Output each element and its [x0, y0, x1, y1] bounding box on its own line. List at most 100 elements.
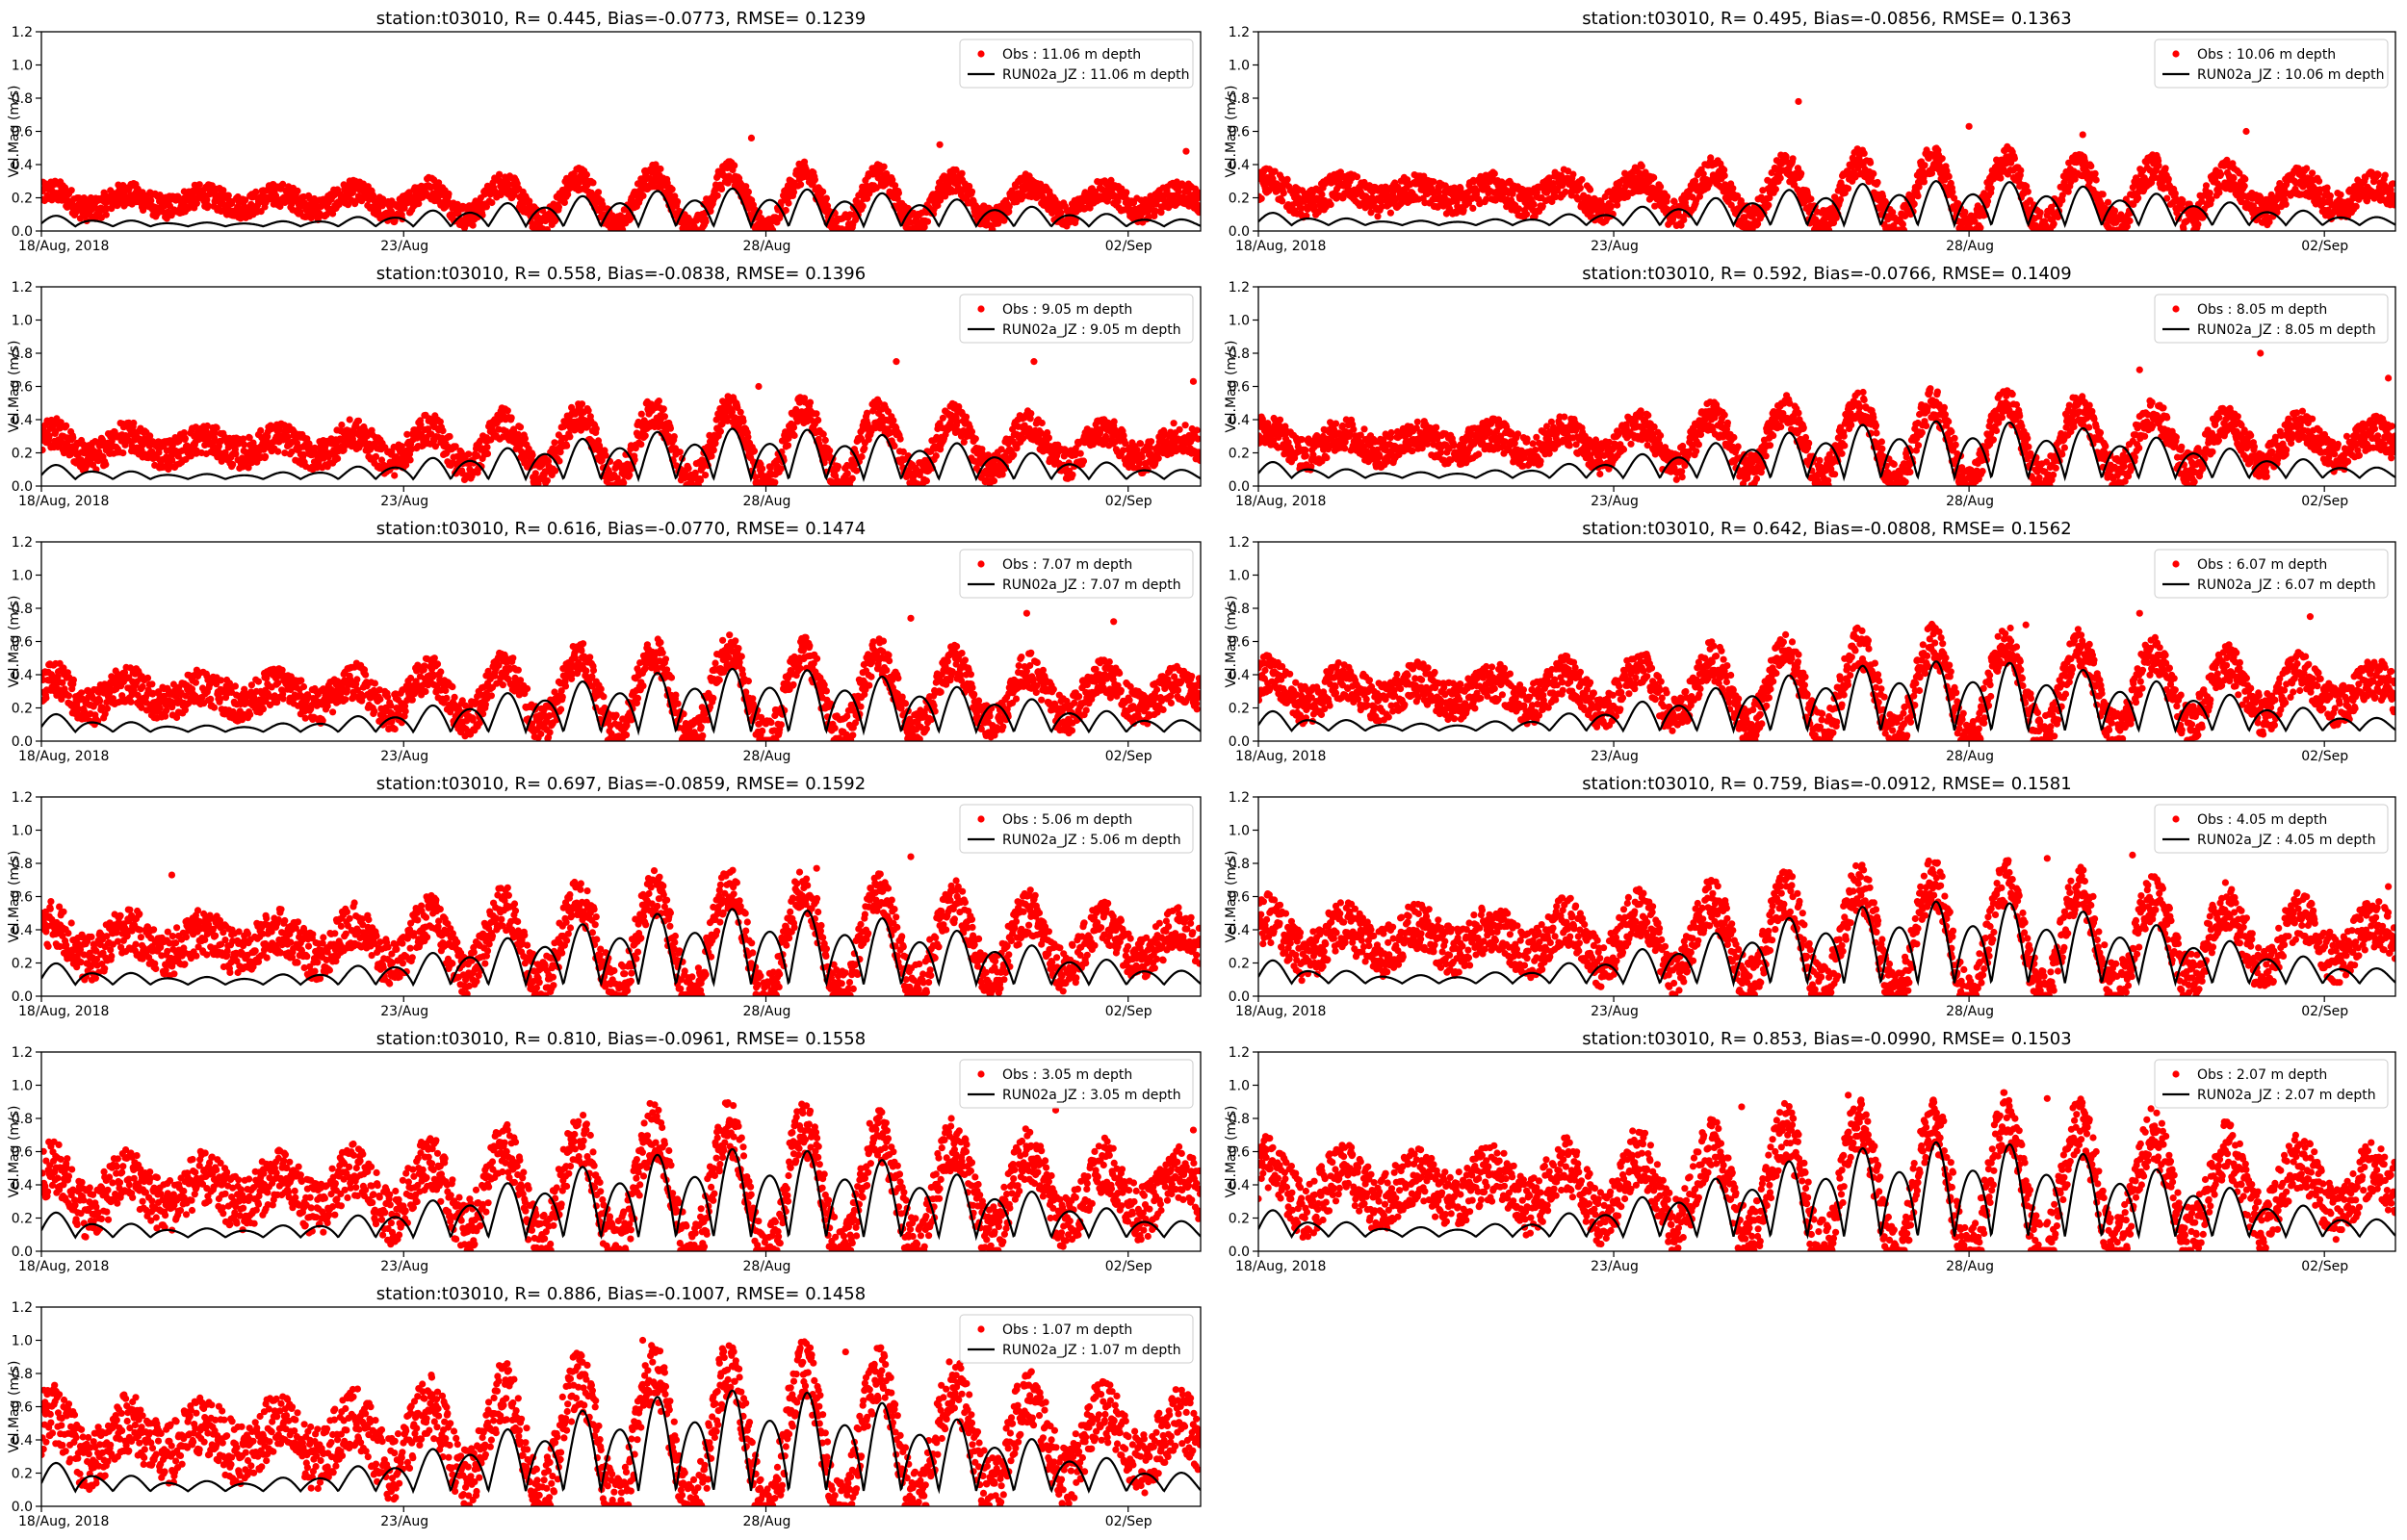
- obs-point: [785, 199, 792, 207]
- obs-point: [1123, 189, 1130, 196]
- obs-point: [646, 174, 654, 182]
- obs-point: [1175, 188, 1182, 195]
- y-tick-label: 0.8: [12, 91, 33, 107]
- legend-label-obs: Obs : 11.06 m depth: [1002, 47, 1141, 63]
- obs-point: [952, 166, 960, 174]
- obs-point: [2091, 169, 2099, 177]
- obs-point: [1509, 190, 1516, 197]
- obs-point: [2198, 197, 2206, 205]
- obs-point: [279, 180, 287, 188]
- obs-point: [1951, 194, 1958, 202]
- y-tick-label: 1.0: [1229, 59, 1250, 74]
- obs-point: [2337, 191, 2344, 198]
- subplot-3: station:t03010, R= 0.558, Bias=-0.0838, …: [7, 264, 1202, 509]
- obs-point: [2352, 202, 2360, 210]
- obs-point: [260, 446, 268, 453]
- obs-point: [2217, 170, 2225, 178]
- obs-point: [958, 169, 966, 177]
- legend-marker-obs: [977, 50, 985, 58]
- obs-point: [224, 192, 232, 199]
- obs-point: [2010, 155, 2018, 163]
- obs-point: [1562, 188, 1569, 195]
- obs-point: [1789, 155, 1797, 163]
- obs-point: [232, 450, 240, 458]
- obs-point: [2215, 189, 2223, 196]
- obs-point: [204, 201, 212, 209]
- y-tick-label: 1.2: [1229, 25, 1250, 40]
- obs-point: [1196, 192, 1201, 200]
- obs-point: [310, 194, 319, 203]
- obs-point: [1336, 168, 1344, 176]
- obs-point: [1533, 189, 1540, 196]
- obs-point: [1552, 193, 1560, 201]
- obs-point: [1807, 195, 1815, 203]
- obs-point: [1695, 192, 1703, 200]
- obs-point: [229, 460, 237, 469]
- obs-point: [1638, 163, 1645, 170]
- obs-point: [674, 197, 682, 205]
- subplot-title: station:t03010, R= 0.495, Bias=-0.0856, …: [1582, 9, 2071, 29]
- obs-point: [213, 424, 220, 432]
- obs-point: [920, 223, 928, 231]
- obs-point: [671, 192, 679, 200]
- obs-point: [811, 176, 819, 184]
- obs-point: [1318, 191, 1326, 198]
- obs-point: [789, 189, 798, 196]
- x-tick-label: 02/Sep: [1105, 239, 1152, 254]
- obs-point: [1430, 178, 1437, 186]
- obs-point: [2163, 194, 2171, 202]
- obs-point: [2180, 225, 2187, 231]
- obs-point: [246, 434, 253, 442]
- obs-point: [2241, 175, 2249, 183]
- obs-point: [1928, 169, 1936, 177]
- obs-point: [1867, 159, 1875, 167]
- obs-point: [1983, 197, 1992, 205]
- obs-point: [1515, 205, 1523, 213]
- subplot-title: station:t03010, R= 0.445, Bias=-0.0773, …: [376, 9, 866, 29]
- y-tick-label: 0.2: [12, 192, 33, 207]
- obs-point: [2024, 188, 2032, 195]
- obs-point: [262, 452, 270, 460]
- obs-point: [1754, 220, 1762, 228]
- y-tick-label: 1.2: [12, 25, 33, 40]
- obs-point: [797, 181, 805, 189]
- obs-point: [1182, 147, 1190, 155]
- obs-point: [1899, 220, 1906, 228]
- y-tick-label: 0.4: [1229, 158, 1250, 173]
- subplot-title: station:t03010, R= 0.558, Bias=-0.0838, …: [376, 264, 866, 284]
- plot-area: [41, 134, 1201, 231]
- subplot-1: station:t03010, R= 0.445, Bias=-0.0773, …: [7, 9, 1202, 254]
- obs-point: [560, 198, 569, 206]
- obs-point: [1012, 183, 1020, 191]
- obs-point: [163, 453, 170, 461]
- obs-point: [1734, 192, 1742, 200]
- obs-point: [98, 436, 107, 444]
- obs-point: [2240, 182, 2248, 190]
- obs-point: [193, 199, 200, 207]
- obs-point: [130, 419, 138, 427]
- y-tick-label: 0.0: [12, 224, 33, 240]
- obs-point: [1258, 194, 1265, 202]
- obs-point: [2303, 165, 2311, 172]
- obs-point: [187, 452, 194, 460]
- obs-point: [954, 184, 962, 192]
- obs-point: [668, 186, 676, 193]
- obs-point: [240, 435, 247, 443]
- obs-point: [1091, 188, 1100, 195]
- obs-point: [69, 434, 77, 442]
- obs-point: [2326, 192, 2334, 200]
- obs-point: [1776, 174, 1784, 182]
- obs-point: [311, 444, 319, 451]
- obs-point: [880, 163, 888, 170]
- obs-point: [2081, 157, 2088, 165]
- obs-point: [893, 194, 901, 202]
- obs-point: [1961, 208, 1969, 216]
- obs-point: [1910, 200, 1918, 208]
- obs-point: [731, 162, 738, 169]
- obs-point: [2110, 207, 2119, 215]
- obs-point: [2079, 131, 2086, 139]
- obs-point: [63, 422, 70, 429]
- obs-point: [496, 170, 504, 178]
